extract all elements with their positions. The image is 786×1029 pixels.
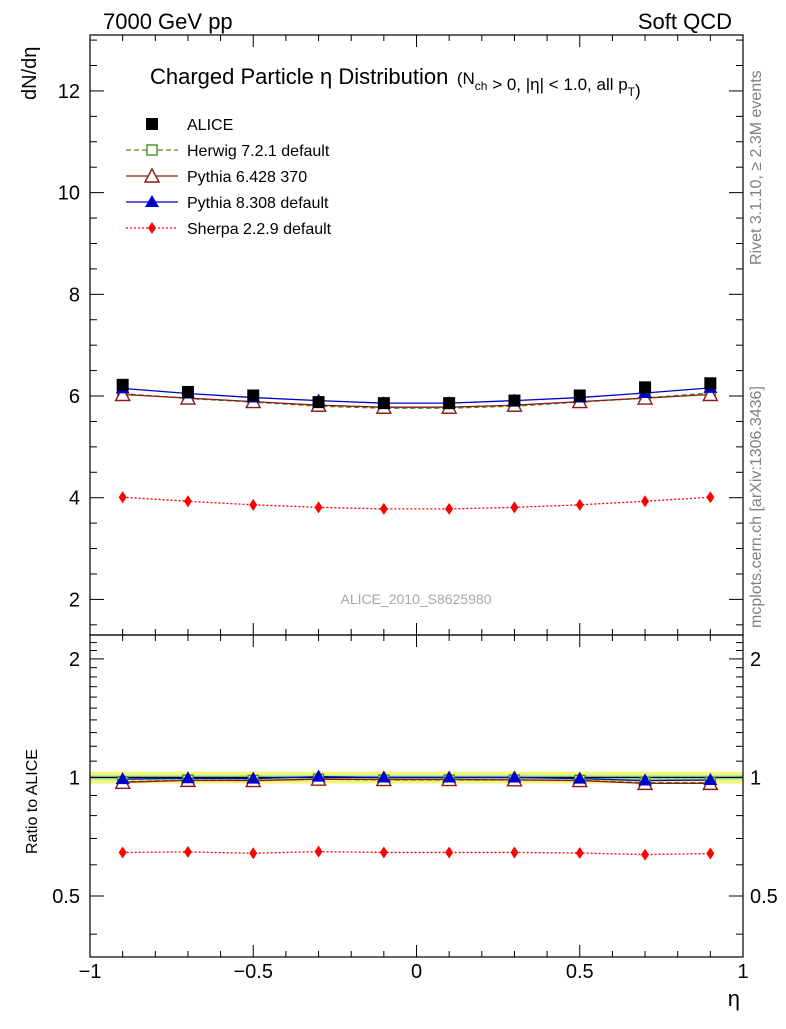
main-point-sherpa <box>445 502 454 515</box>
legend-marker-pythia8 <box>145 195 159 207</box>
ratio-point-pythia8 <box>115 772 130 785</box>
title-subscript: T <box>628 85 636 99</box>
y-tick-label-top: 10 <box>58 183 80 205</box>
main-point-sherpa <box>510 501 519 514</box>
ratio-point-pythia8 <box>507 770 522 783</box>
watermark: ALICE_2010_S8625980 <box>340 591 491 607</box>
legend-label-pythia6: Pythia 6.428 370 <box>187 169 307 186</box>
main-point-pythia6 <box>114 386 131 402</box>
y-tick-label-bottom: 0.5 <box>52 886 80 908</box>
main-line-pythia6 <box>122 393 711 408</box>
bottom-panel-frame <box>89 634 744 958</box>
header-left: 7000 GeV pp <box>103 9 233 34</box>
ratio-point-pythia8 <box>703 773 718 786</box>
side-label-top: Rivet 3.1.10, ≥ 2.3M events <box>748 70 765 265</box>
main-point-alice <box>704 377 717 390</box>
main-point-sherpa <box>183 495 192 508</box>
ratio-point-sherpa <box>575 846 584 859</box>
y-tick-label-top: 6 <box>69 386 80 408</box>
y-tick-label-bottom: 1 <box>69 767 80 789</box>
main-point-sherpa <box>379 502 388 515</box>
main-point-sherpa <box>641 495 650 508</box>
y-tick-label-bottom-right: 0.5 <box>750 886 778 908</box>
main-point-alice <box>116 378 129 391</box>
y-tick-label-top: 8 <box>69 284 80 306</box>
ratio-point-sherpa <box>641 848 650 861</box>
side-label-bottom: mcplots.cern.ch [arXiv:1306.3436] <box>748 386 765 628</box>
legend-marker-sherpa <box>148 222 156 234</box>
main-point-alice <box>312 396 325 409</box>
main-point-sherpa <box>118 491 127 504</box>
ratio-point-pythia8 <box>246 771 261 784</box>
ratio-point-pythia8 <box>572 771 587 784</box>
main-point-pythia6 <box>702 386 719 402</box>
x-axis-label: η <box>728 986 740 1011</box>
title-suffix-part: > 0, |η| < 1.0, all p <box>487 75 627 94</box>
x-tick-label: −1 <box>79 961 102 983</box>
ratio-point-sherpa <box>510 846 519 859</box>
x-tick-label: 1 <box>737 961 748 983</box>
ratio-point-sherpa <box>249 847 258 860</box>
ratio-point-pythia8 <box>180 771 195 784</box>
x-tick-label: 0.5 <box>566 961 594 983</box>
y-tick-label-bottom-right: 1 <box>750 767 761 789</box>
main-line-pythia8 <box>122 387 711 404</box>
ratio-point-sherpa <box>183 845 192 858</box>
ratio-point-pythia8 <box>638 773 653 786</box>
x-tick-label: −0.5 <box>234 961 273 983</box>
header-right: Soft QCD <box>638 9 732 34</box>
y-tick-label-bottom-right: 2 <box>750 649 761 671</box>
y-axis-label-bottom: Ratio to ALICE <box>24 749 41 854</box>
legend-marker-pythia6 <box>143 167 161 183</box>
ratio-point-pythia8 <box>376 770 391 783</box>
main-point-alice <box>573 389 586 402</box>
main-point-sherpa <box>314 501 323 514</box>
main-point-sherpa <box>249 498 258 511</box>
legend-marker-herwig <box>146 144 158 156</box>
legend-label-alice: ALICE <box>187 117 233 134</box>
main-line-sherpa <box>122 496 711 510</box>
ratio-point-pythia8 <box>311 769 326 782</box>
chart-title-suffix: (Nch > 0, |η| < 1.0, all pT) <box>457 69 641 100</box>
ratio-point-sherpa <box>706 847 715 860</box>
ratio-line-sherpa <box>122 851 711 856</box>
x-tick-label: 0 <box>411 961 422 983</box>
title-suffix-part: ) <box>635 81 641 100</box>
y-tick-label-top: 12 <box>58 81 80 103</box>
ratio-line-pythia8 <box>122 775 711 782</box>
ratio-point-sherpa <box>379 846 388 859</box>
ratio-point-sherpa <box>445 846 454 859</box>
main-point-alice <box>508 394 521 407</box>
y-tick-label-top: 2 <box>69 589 80 611</box>
ratio-point-sherpa <box>314 845 323 858</box>
ratio-line-pythia6 <box>122 778 711 785</box>
legend-label-sherpa: Sherpa 2.2.9 default <box>187 221 332 238</box>
main-point-alice <box>377 397 390 410</box>
legend-label-herwig: Herwig 7.2.1 default <box>187 143 330 160</box>
main-point-alice <box>443 397 456 410</box>
legend-label-pythia8: Pythia 8.308 default <box>187 195 329 212</box>
y-tick-label-bottom: 2 <box>69 649 80 671</box>
chart-title: Charged Particle η Distribution (Nch > 0… <box>150 64 641 100</box>
y-axis-label-top: dN/dη <box>19 47 41 100</box>
main-point-alice <box>639 381 652 394</box>
main-point-sherpa <box>575 498 584 511</box>
chart-title-main: Charged Particle η Distribution <box>150 64 448 89</box>
main-point-alice <box>181 385 194 398</box>
ratio-point-sherpa <box>118 846 127 859</box>
legend-marker-alice <box>146 118 158 130</box>
main-point-alice <box>247 389 260 402</box>
y-tick-label-top: 4 <box>69 488 80 510</box>
title-suffix-part: (N <box>457 69 475 88</box>
main-point-sherpa <box>706 491 715 504</box>
title-subscript: ch <box>475 79 488 93</box>
ratio-point-pythia8 <box>442 770 457 783</box>
